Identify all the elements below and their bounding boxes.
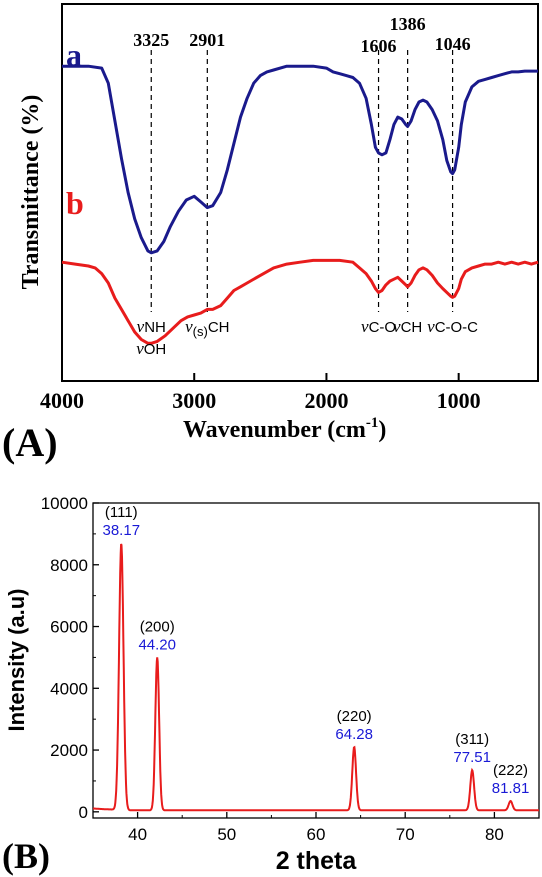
nu-symbol: ν [136,339,144,358]
nu-symbol: ν [185,317,193,336]
peak-label-1386: 1386 [390,14,426,34]
x-tick-label-50: 50 [217,825,236,844]
panel-b-y-ticks: 0 2000 4000 6000 8000 10000 [41,494,99,822]
y-tick-label-4000: 4000 [50,679,88,698]
panel-a-y-axis-title: Transmittance (%) [18,95,44,290]
panel-a-frame [61,3,539,382]
panel-a-peak-lines [150,50,454,312]
series-a-label: a [66,37,82,73]
peak-hkl-38.17: (111) [105,504,138,521]
nu-symbol: ν [393,317,401,336]
peak-label-2901: 2901 [189,30,225,50]
panel-b: 0 2000 4000 6000 8000 10000 40 50 60 70 80 (111)3… [2,494,540,876]
band-label-4-0: νC-O-C [427,317,478,336]
panel-a-label: (A) [2,420,58,465]
peak-hkl-81.81: (222) [493,762,528,779]
band-name: CH [401,319,423,336]
x-tick-label-1000: 1000 [437,388,481,413]
peak-hkl-44.20: (200) [140,618,175,635]
peak-hkl-77.51: (311) [455,731,489,748]
peak-label-1606: 1606 [361,36,397,56]
panel-b-x-axis-title: 2 theta [276,847,358,875]
band-name: C-O [369,319,397,336]
band-label-0-0: νNH [137,317,166,336]
y-tick-label-6000: 6000 [50,618,88,637]
panel-a-x-axis-title-sup: -1 [366,415,379,431]
panel-a-x-axis-title: Wavenumber (cm-1) [183,415,386,443]
band-name: C-O-C [435,319,478,336]
panel-a-x-axis-title-close: ) [378,417,386,443]
panel-b-label: (B) [2,836,50,876]
peak-position-38.17: 38.17 [103,522,141,539]
band-name: CH [208,319,230,336]
panel-b-y-axis-title: Intensity (a.u) [4,588,29,731]
nu-symbol: ν [361,317,369,336]
nu-symbol: ν [427,317,435,336]
peak-label-3325: 3325 [133,30,169,50]
x-tick-label-4000: 4000 [40,388,84,413]
panel-b-x-ticks: 40 50 60 70 80 [92,812,540,844]
x-tick-label-80: 80 [485,825,504,844]
peak-position-44.20: 44.20 [138,636,176,653]
series-b-line [61,258,539,345]
panel-a-series-labels: ab [66,37,84,221]
band-label-1-0: ν(s)CH [185,317,229,339]
band-label-3-0: νCH [393,317,422,336]
peak-hkl-64.28: (220) [337,708,372,725]
series-a-line [62,64,538,255]
peak-position-77.51: 77.51 [453,749,491,766]
panel-a-x-ticks: 4000 3000 2000 1000 [40,373,481,413]
y-tick-label-2000: 2000 [50,741,88,760]
peak-position-64.28: 64.28 [335,726,373,743]
x-tick-label-40: 40 [128,825,147,844]
panel-b-peak-labels: (111)38.17 (200)44.20 (220)64.28 (311)77.51… [103,504,530,797]
y-tick-label-0: 0 [79,803,88,822]
x-tick-label-3000: 3000 [172,388,216,413]
band-label-0-1: νOH [136,339,166,358]
peak-position-81.81: 81.81 [492,780,530,797]
panel-a-series [61,64,539,345]
nu-symbol: ν [137,317,145,336]
band-name: OH [144,341,167,358]
band-name: NH [144,319,166,336]
y-tick-label-10000: 10000 [41,494,88,513]
series-b-label: b [66,185,84,221]
panel-a-x-axis-title-main: Wavenumber (cm [183,417,366,443]
x-tick-label-2000: 2000 [304,388,348,413]
xrd-pattern-line [92,543,539,812]
x-tick-label-60: 60 [307,825,326,844]
subscript-s: (s) [193,324,208,339]
x-tick-label-70: 70 [396,825,415,844]
panel-b-series [92,543,539,812]
y-tick-label-8000: 8000 [50,556,88,575]
peak-label-1046: 1046 [435,34,471,54]
band-label-2-0: νC-O [361,317,396,336]
